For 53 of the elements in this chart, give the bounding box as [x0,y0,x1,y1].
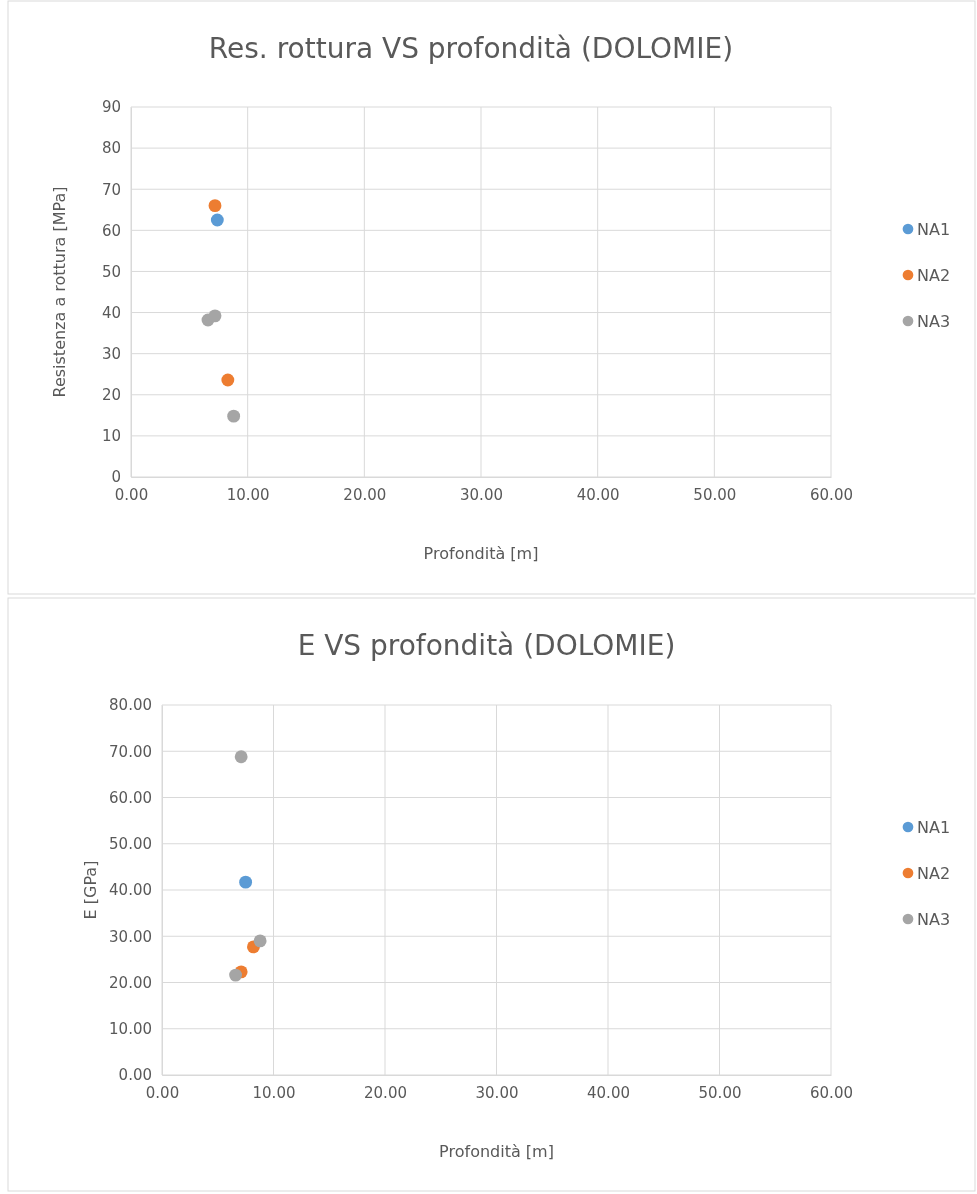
legend-label: NA1 [917,220,951,239]
y-tick-label: 50 [101,262,121,281]
point [208,309,222,323]
x-tick-label: 20.00 [364,1083,407,1102]
x-axis-title: Profondità [m] [423,544,539,563]
y-tick-label: 70.00 [109,742,152,761]
y-tick-label: 70 [101,180,121,199]
y-tick-label: 60.00 [109,788,152,807]
y-tick-label: 0.00 [118,1066,152,1085]
point [234,750,248,764]
point [229,968,243,982]
point [227,409,241,423]
x-tick-label: 20.00 [343,485,387,504]
y-axis-title: E [GPa] [81,860,100,920]
point [253,934,267,948]
point [239,875,253,889]
point [221,373,235,387]
x-tick-label: 40.00 [587,1083,630,1102]
x-tick-label: 50.00 [698,1083,742,1102]
y-tick-label: 90 [101,98,121,117]
y-tick-label: 10 [101,427,121,446]
point [208,199,222,213]
legend-label: NA2 [917,266,951,285]
y-tick-label: 40 [101,303,121,322]
x-tick-label: 60.00 [810,485,853,504]
chart-title: E VS profondità (DOLOMIE) [297,629,676,662]
y-tick-label: 30.00 [109,927,152,946]
y-tick-label: 10.00 [109,1020,152,1039]
y-tick-label: 20.00 [109,973,152,992]
y-tick-label: 0 [111,468,121,487]
x-tick-label: 30.00 [460,485,503,504]
x-tick-label: 10.00 [252,1083,296,1102]
legend-label: NA2 [917,864,951,883]
chart-title: Res. rottura VS profondità (DOLOMIE) [208,32,734,65]
y-tick-label: 40.00 [109,881,152,900]
x-tick-label: 40.00 [576,485,620,504]
y-tick-label: 80.00 [109,696,152,715]
legend-label: NA3 [917,910,951,929]
x-tick-label: 10.00 [226,485,270,504]
x-tick-label: 50.00 [693,485,737,504]
y-tick-label: 60 [101,221,121,240]
legend-label: NA3 [917,312,951,331]
legend-label: NA1 [917,818,951,837]
x-tick-label: 30.00 [475,1083,519,1102]
x-tick-label: 60.00 [810,1083,853,1102]
y-axis-title: Resistenza a rottura [MPa] [50,186,69,398]
y-tick-label: 50.00 [109,835,152,854]
point [210,213,224,227]
y-tick-label: 80 [101,139,121,158]
y-tick-label: 30 [101,344,121,363]
x-axis-title: Profondità [m] [439,1142,554,1161]
x-tick-label: 0.00 [145,1083,180,1102]
y-tick-label: 20 [101,386,121,405]
